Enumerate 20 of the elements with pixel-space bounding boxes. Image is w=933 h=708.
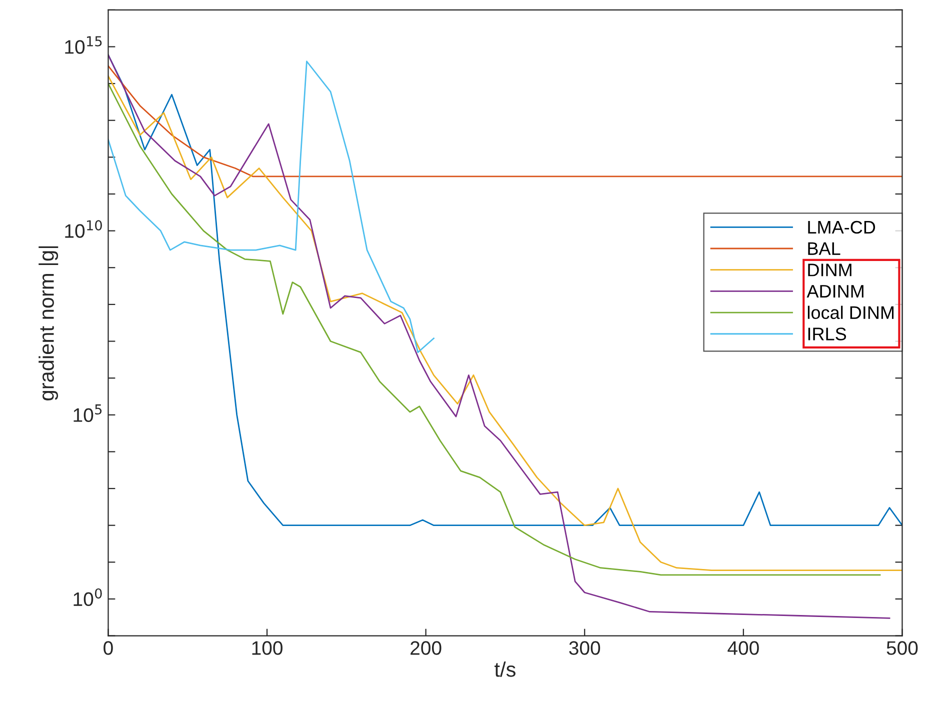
legend-label: LMA-CD — [808, 220, 876, 234]
legend-label: DINM — [808, 264, 852, 276]
line-series — [108, 60, 434, 354]
x-tick-label: 0 — [104, 641, 113, 655]
y-tick-label: 10$^{10}$ — [65, 220, 102, 238]
legend-label: ADINM — [806, 285, 864, 298]
legend-label: local DINM — [808, 306, 894, 320]
x-tick-label: 500 — [886, 641, 918, 655]
line-series — [108, 65, 902, 178]
x-tick-label: 300 — [569, 641, 600, 655]
legend-label: BAL — [808, 242, 840, 255]
y-tick-label: 10$^{0}$ — [74, 588, 102, 606]
y-axis-title: gradient norm |g| — [38, 246, 58, 400]
y-tick-label: 10$^{5}$ — [74, 404, 102, 422]
x-axis-title: t/s — [494, 662, 516, 677]
x-tick-label: 400 — [728, 641, 759, 655]
x-tick-label: 100 — [252, 641, 282, 655]
y-tick-label: 10$^{15}$ — [65, 36, 102, 54]
legend-label: IRLS — [808, 328, 846, 340]
x-tick-label: 200 — [410, 641, 442, 655]
